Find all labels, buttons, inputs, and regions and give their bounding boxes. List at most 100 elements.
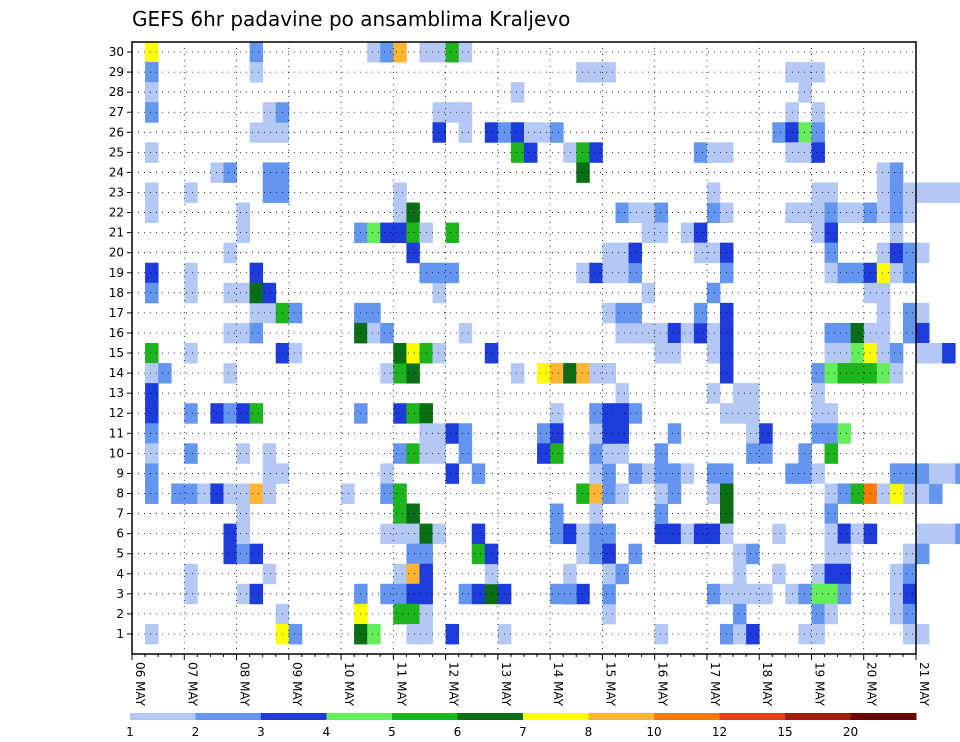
precip-cell — [733, 543, 747, 565]
precip-cell — [824, 242, 838, 264]
precip-cell — [145, 202, 159, 223]
precip-cell — [589, 403, 603, 424]
precip-cell — [223, 242, 237, 264]
precip-cell — [432, 443, 446, 464]
precip-cell — [576, 262, 590, 284]
precip-cell — [236, 443, 250, 464]
precip-cell — [249, 302, 264, 324]
y-tick-label: 15 — [109, 346, 124, 360]
precip-cell — [576, 523, 590, 545]
precip-cell — [367, 302, 381, 324]
x-tick-label: 21 MAY — [917, 662, 931, 707]
precip-cell — [759, 423, 773, 444]
precip-cell — [432, 423, 446, 444]
precip-cell — [380, 222, 394, 244]
precip-cell — [850, 322, 865, 344]
precip-cell — [589, 523, 603, 545]
precip-cell — [889, 242, 904, 264]
precip-cell — [746, 443, 760, 464]
precip-cell — [406, 343, 420, 364]
precip-cell — [236, 583, 250, 605]
precip-cell — [824, 262, 838, 284]
precip-cell — [145, 82, 159, 103]
y-tick-label: 29 — [109, 65, 124, 79]
colorbar-label: 5 — [388, 725, 396, 739]
precip-cell — [406, 222, 420, 244]
precip-cell — [249, 483, 264, 504]
precip-cell — [798, 202, 812, 223]
precip-cell — [249, 122, 264, 143]
precip-cell — [628, 403, 642, 424]
precip-cell — [602, 443, 616, 464]
precip-cell — [550, 122, 564, 143]
precip-cell — [850, 262, 865, 284]
precip-cell — [889, 463, 904, 484]
precip-cell — [916, 523, 930, 545]
y-tick-label: 28 — [109, 85, 124, 99]
precip-cell — [811, 62, 825, 83]
precip-cell — [432, 122, 446, 143]
precip-cell — [615, 403, 629, 424]
precip-cell — [628, 202, 642, 223]
precip-cell — [654, 443, 669, 464]
precip-cell — [746, 543, 760, 565]
precip-cell — [262, 443, 277, 464]
precip-cell — [145, 403, 159, 424]
precip-cell — [445, 463, 460, 484]
precip-cell — [824, 423, 838, 444]
precip-cell — [615, 262, 629, 284]
precip-cell — [236, 543, 250, 565]
precip-cell — [589, 62, 603, 83]
precip-cell — [380, 42, 394, 63]
precip-cell — [876, 162, 891, 183]
precip-cell — [916, 242, 930, 264]
precip-cell — [367, 322, 381, 344]
precip-cell — [837, 523, 852, 545]
precip-cell — [654, 623, 669, 645]
precip-cell — [563, 363, 577, 384]
precip-cell — [811, 563, 825, 585]
precip-cell — [249, 62, 264, 83]
precip-cell — [667, 483, 682, 504]
precip-cell — [615, 322, 629, 344]
precip-cell — [236, 202, 250, 223]
colorbar-swatch — [261, 713, 327, 720]
precip-cell — [393, 182, 407, 203]
precip-cell — [262, 162, 277, 183]
precip-cell — [889, 343, 904, 364]
colorbar-label: 7 — [519, 725, 527, 739]
precip-cell — [902, 182, 917, 203]
precip-cell — [615, 202, 629, 223]
precip-cell — [393, 222, 407, 244]
precip-cell — [262, 563, 277, 585]
precip-cell — [693, 322, 708, 344]
colorbar-swatch — [457, 713, 524, 720]
precip-cell — [432, 262, 446, 284]
precip-cell — [445, 222, 460, 244]
precip-cell — [145, 142, 159, 163]
precip-cell — [837, 202, 852, 223]
precip-cell — [184, 443, 198, 464]
x-tick-label: 18 MAY — [760, 662, 774, 707]
precip-cell — [288, 623, 303, 645]
precip-cell — [432, 343, 446, 364]
precip-cell — [798, 122, 812, 143]
precip-cell — [654, 202, 669, 223]
precip-cell — [262, 182, 277, 203]
precip-cell — [393, 363, 407, 384]
precip-cell — [929, 182, 943, 203]
precip-cell — [942, 343, 956, 364]
chart-title: GEFS 6hr padavine po ansamblima Kraljevo — [132, 7, 570, 31]
precip-cell — [484, 563, 499, 585]
y-tick-label: 2 — [116, 607, 124, 621]
precip-cell — [510, 122, 525, 143]
precip-cell — [811, 142, 825, 163]
precip-cell — [628, 463, 642, 484]
precip-cell — [210, 403, 224, 424]
y-tick-label: 10 — [109, 446, 124, 460]
precip-cell — [145, 62, 159, 83]
x-tick-label: 11 MAY — [394, 662, 408, 707]
precip-cell — [145, 623, 159, 645]
precip-cell — [798, 463, 812, 484]
precip-cell — [602, 262, 616, 284]
